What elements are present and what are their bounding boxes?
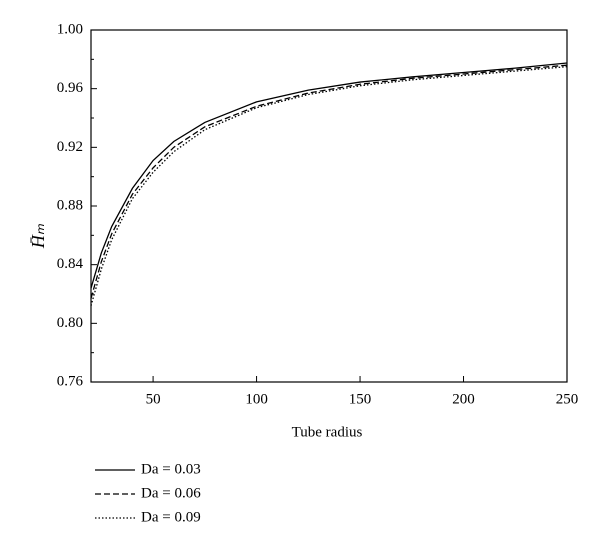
y-tick-label: 0.76: [57, 373, 84, 389]
x-axis-label: Tube radius: [292, 424, 363, 440]
x-tick-label: 250: [556, 391, 579, 407]
y-tick-label: 0.92: [57, 139, 83, 155]
series-line: [90, 62, 568, 289]
series-line: [90, 66, 568, 306]
series-line: [90, 64, 568, 299]
x-tick-label: 100: [245, 391, 268, 407]
y-axis-label: H̄ₘ: [28, 223, 48, 249]
plot-frame: [90, 29, 568, 383]
y-tick-label: 1.00: [57, 21, 83, 37]
x-tick-label: 200: [452, 391, 475, 407]
y-tick-label: 0.88: [57, 197, 83, 213]
y-tick-label: 0.84: [57, 256, 84, 272]
x-tick-label: 50: [146, 391, 161, 407]
legend-label: Da = 0.06: [141, 485, 201, 501]
x-tick-label: 150: [349, 391, 372, 407]
y-tick-label: 0.80: [57, 315, 83, 331]
y-tick-label: 0.96: [57, 80, 84, 96]
legend-label: Da = 0.03: [141, 461, 201, 477]
legend-label: Da = 0.09: [141, 509, 201, 525]
